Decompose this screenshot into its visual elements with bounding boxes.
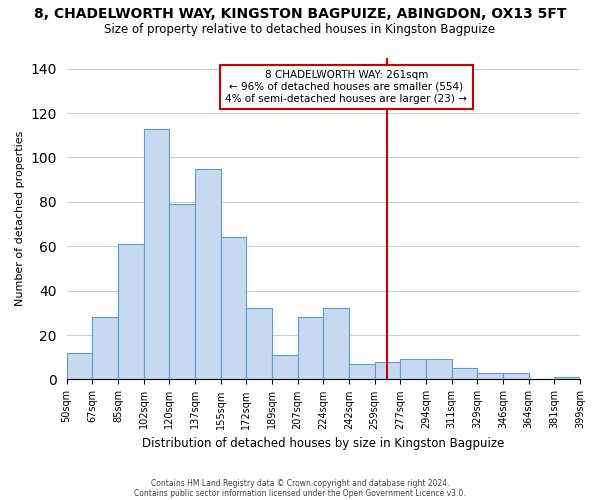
X-axis label: Distribution of detached houses by size in Kingston Bagpuize: Distribution of detached houses by size … (142, 437, 505, 450)
Bar (298, 318, 323, 380)
Text: 8, CHADELWORTH WAY, KINGSTON BAGPUIZE, ABINGDON, OX13 5FT: 8, CHADELWORTH WAY, KINGSTON BAGPUIZE, A… (34, 8, 566, 22)
Text: 8 CHADELWORTH WAY: 261sqm
← 96% of detached houses are smaller (554)
4% of semi-: 8 CHADELWORTH WAY: 261sqm ← 96% of detac… (226, 70, 467, 104)
Bar (272, 355, 298, 380)
Bar (426, 360, 452, 380)
Bar (195, 168, 221, 380)
Text: Size of property relative to detached houses in Kingston Bagpuize: Size of property relative to detached ho… (104, 22, 496, 36)
Bar (247, 308, 272, 380)
Bar (554, 377, 580, 380)
Bar (143, 128, 169, 380)
Text: Contains HM Land Registry data © Crown copyright and database right 2024.: Contains HM Land Registry data © Crown c… (151, 478, 449, 488)
Bar (67, 353, 92, 380)
Bar (221, 238, 247, 380)
Bar (169, 204, 195, 380)
Bar (452, 368, 478, 380)
Bar (349, 364, 374, 380)
Bar (478, 373, 503, 380)
Y-axis label: Number of detached properties: Number of detached properties (15, 131, 25, 306)
Bar (118, 244, 143, 380)
Text: Contains public sector information licensed under the Open Government Licence v3: Contains public sector information licen… (134, 488, 466, 498)
Bar (374, 362, 400, 380)
Bar (503, 373, 529, 380)
Bar (92, 318, 118, 380)
Bar (400, 360, 426, 380)
Bar (323, 308, 349, 380)
